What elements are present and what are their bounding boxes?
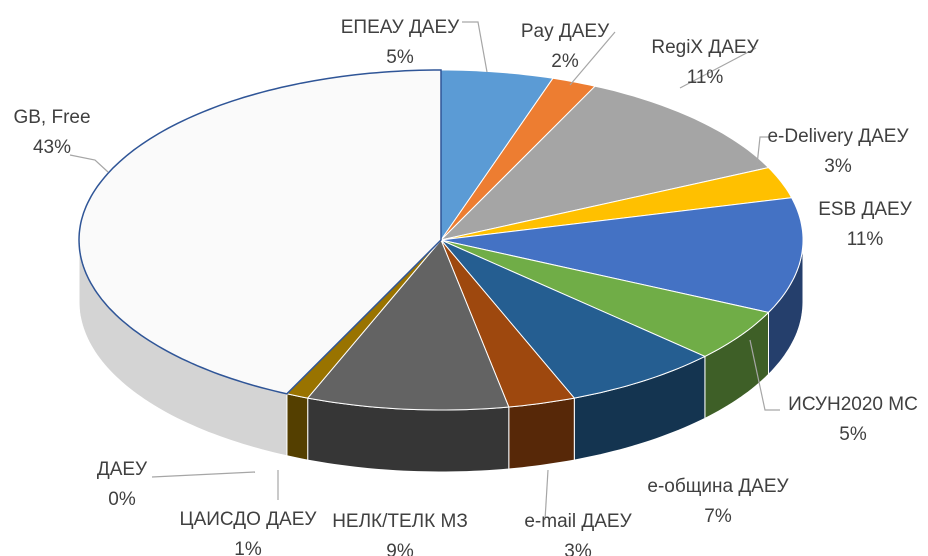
slice-value-label: 5% <box>386 47 414 68</box>
pie-slice <box>78 69 442 395</box>
pie-slice <box>306 239 510 411</box>
leader-line <box>679 47 757 89</box>
leader-line <box>749 339 780 411</box>
slice-value-label: 9% <box>386 541 414 556</box>
leader-line <box>544 469 549 521</box>
leader-line <box>69 154 109 173</box>
slice-label: ДАЕУ <box>97 459 148 480</box>
pie-slice <box>440 167 793 241</box>
slice-label: e-Delivery ДАЕУ <box>767 126 909 147</box>
pie-slice <box>440 77 597 241</box>
pie-slice <box>439 85 770 241</box>
slice-value-label: 1% <box>234 539 262 556</box>
slice-label: ESB ДАЕУ <box>818 199 913 220</box>
slice-label: ЕПЕАУ ДАЕУ <box>341 17 460 38</box>
pie-slice <box>440 239 707 399</box>
pie-slice <box>440 69 554 242</box>
leader-line <box>151 471 256 478</box>
slice-value-label: 7% <box>704 506 732 527</box>
slice-value-label: 2% <box>551 51 579 72</box>
pie-side <box>508 397 575 470</box>
pie-slice <box>440 197 804 313</box>
pie-slice <box>440 239 576 408</box>
slice-value-label: 3% <box>824 156 852 177</box>
slice-label: RegiX ДАЕУ <box>651 37 759 58</box>
slice-label: e-mail ДАЕУ <box>524 511 632 532</box>
leader-line <box>756 136 770 166</box>
slice-value-label: 3% <box>564 541 592 556</box>
slice-value-label: 11% <box>687 67 724 88</box>
slice-value-label: 43% <box>33 137 71 158</box>
pie-side <box>286 393 309 461</box>
slice-value-label: 11% <box>847 229 884 250</box>
slice-value-label: 5% <box>839 424 867 445</box>
slice-label: ЦАИСДО ДАЕУ <box>180 509 318 530</box>
slice-label: е-община ДАЕУ <box>647 476 789 497</box>
slice-label: ИСУН2020 МС <box>788 394 918 415</box>
pie-slice <box>440 239 770 357</box>
leader-line <box>462 21 488 73</box>
slice-label: GB, Free <box>13 107 90 128</box>
slice-label: НЕЛК/ТЕЛК МЗ <box>332 511 468 532</box>
leader-line <box>569 31 616 86</box>
slice-label: Pay ДАЕУ <box>521 21 610 42</box>
slice-value-label: 0% <box>108 489 136 510</box>
